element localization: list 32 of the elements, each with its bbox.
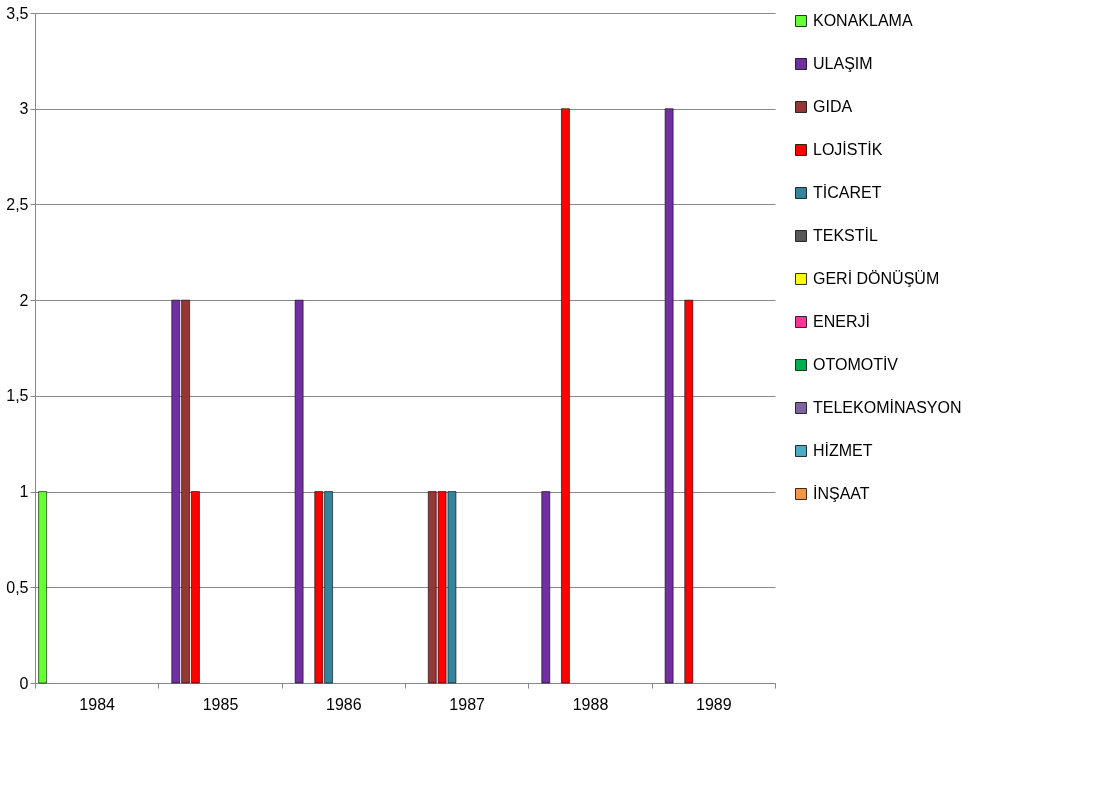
legend-label: GIDA	[813, 98, 853, 115]
legend-label: İNŞAAT	[813, 484, 870, 502]
legend-label: HİZMET	[813, 441, 873, 459]
bar	[541, 491, 551, 684]
legend-label: KONAKLAMA	[813, 12, 913, 29]
legend-label: GERİ DÖNÜŞÜM	[813, 269, 940, 287]
x-tick-label: 1985	[202, 695, 239, 713]
y-tick-label: 1,5	[6, 387, 29, 405]
legend-label: LOJİSTİK	[813, 140, 883, 158]
legend-label: OTOMOTİV	[813, 355, 899, 373]
x-tick-label: 1989	[696, 695, 732, 713]
y-tick-label: 3,5	[6, 4, 29, 22]
legend-label: ENERJİ	[813, 312, 870, 330]
y-tick-label: 2	[19, 291, 29, 309]
y-tick-label: 2,5	[6, 195, 29, 213]
y-tick-label: 3	[19, 100, 29, 118]
x-tick-label: 1987	[449, 695, 486, 713]
y-tick-label: 1	[19, 483, 29, 501]
x-tick-label: 1984	[79, 695, 116, 713]
legend-label: TEKSTİL	[813, 226, 879, 244]
bar	[294, 299, 304, 684]
bar	[684, 299, 694, 684]
y-tick-label: 0,5	[6, 578, 29, 596]
legend-label: TİCARET	[813, 183, 882, 201]
bar	[561, 108, 570, 684]
bar	[664, 108, 674, 684]
x-tick-label: 1988	[572, 695, 609, 713]
legend-label: ULAŞIM	[813, 55, 873, 72]
bar	[38, 491, 47, 684]
x-tick-label: 1986	[326, 695, 362, 713]
legend-label: TELEKOMİNASYON	[813, 398, 962, 416]
y-tick-label: 0	[19, 674, 29, 692]
